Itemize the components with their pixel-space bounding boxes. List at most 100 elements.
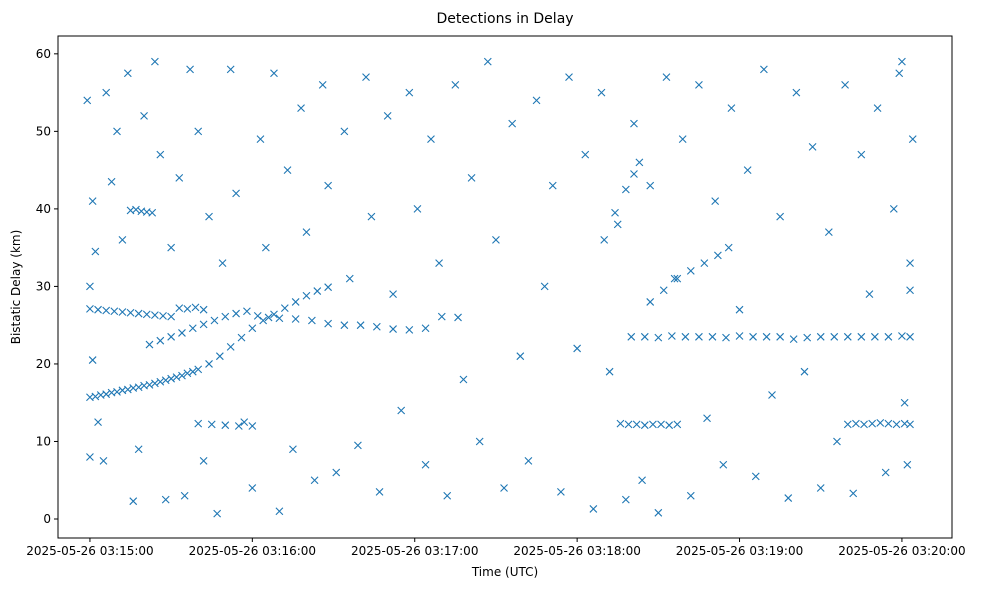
data-point <box>665 421 674 430</box>
data-point <box>532 96 541 105</box>
data-point <box>234 422 243 430</box>
data-point <box>367 212 376 221</box>
data-point <box>102 390 111 399</box>
data-point <box>857 332 866 341</box>
data-point <box>151 311 159 319</box>
data-point <box>800 367 809 376</box>
data-point <box>389 290 397 299</box>
data-point <box>405 325 414 334</box>
data-point <box>662 73 671 81</box>
data-point <box>743 166 752 175</box>
data-point <box>492 236 500 244</box>
y-tick-label: 50 <box>36 124 51 138</box>
data-point <box>167 312 176 321</box>
data-point <box>140 111 148 120</box>
y-tick-label: 60 <box>36 47 51 61</box>
data-point <box>860 420 868 429</box>
data-point <box>621 185 630 194</box>
data-point <box>188 324 197 333</box>
data-point <box>123 385 132 394</box>
data-point <box>237 333 246 342</box>
data-point <box>841 80 849 89</box>
data-point <box>803 333 812 342</box>
data-point <box>167 243 176 252</box>
data-point <box>898 332 906 340</box>
data-point <box>760 65 768 74</box>
data-point <box>892 420 901 429</box>
data-point <box>898 57 906 66</box>
data-point <box>291 298 300 306</box>
data-point <box>903 460 912 469</box>
data-point <box>280 304 289 313</box>
data-point <box>372 322 381 331</box>
data-point <box>722 333 730 342</box>
data-point <box>686 267 695 275</box>
y-tick-label: 30 <box>36 279 51 293</box>
data-point <box>600 236 609 244</box>
data-point <box>640 421 649 430</box>
data-point <box>226 343 235 351</box>
data-point <box>302 228 311 237</box>
data-point <box>727 104 736 112</box>
data-point <box>657 420 665 429</box>
data-point <box>213 509 222 518</box>
data-point <box>451 80 460 89</box>
data-point <box>659 286 668 295</box>
data-point <box>145 340 154 349</box>
data-point <box>91 247 100 256</box>
data-point <box>508 119 517 128</box>
data-point <box>313 287 322 295</box>
data-point <box>324 283 333 292</box>
data-point <box>167 374 176 383</box>
data-point <box>500 484 508 492</box>
y-tick-label: 0 <box>43 512 51 526</box>
data-point <box>632 420 641 429</box>
data-point <box>340 127 349 136</box>
data-point <box>524 456 533 465</box>
data-point <box>695 80 703 89</box>
data-point <box>232 309 240 318</box>
data-point <box>183 369 192 378</box>
data-point <box>194 127 203 136</box>
data-point <box>906 332 914 341</box>
data-point <box>816 484 825 492</box>
data-point <box>167 332 176 341</box>
data-point <box>383 111 392 120</box>
data-point <box>830 332 839 341</box>
x-tick-label: 2025-05-26 03:19:00 <box>676 544 803 558</box>
data-point <box>581 150 590 159</box>
data-point <box>843 332 852 341</box>
data-point <box>681 332 690 341</box>
data-point <box>151 57 159 66</box>
data-point <box>318 80 327 89</box>
data-point <box>362 73 370 81</box>
data-point <box>713 251 722 260</box>
data-point <box>191 303 200 312</box>
data-point <box>613 220 622 229</box>
y-tick-label: 10 <box>36 434 51 448</box>
data-point <box>597 88 606 97</box>
data-point <box>134 445 143 454</box>
data-point <box>881 468 890 477</box>
data-point <box>113 387 121 396</box>
data-point <box>708 332 717 341</box>
data-point <box>151 379 159 388</box>
data-point <box>107 177 116 186</box>
data-point <box>291 315 300 323</box>
data-point <box>175 304 184 313</box>
data-point <box>762 332 771 341</box>
data-point <box>86 305 94 313</box>
data-point <box>221 312 230 321</box>
data-point <box>134 309 143 318</box>
data-point <box>895 69 904 78</box>
data-point <box>156 336 165 345</box>
data-point <box>156 150 165 159</box>
data-point <box>180 491 189 500</box>
data-point <box>638 476 646 485</box>
data-point <box>654 508 663 517</box>
data-point <box>161 495 170 504</box>
data-point <box>703 414 711 423</box>
data-point <box>340 321 349 330</box>
data-point <box>186 65 194 74</box>
data-point <box>207 420 216 429</box>
